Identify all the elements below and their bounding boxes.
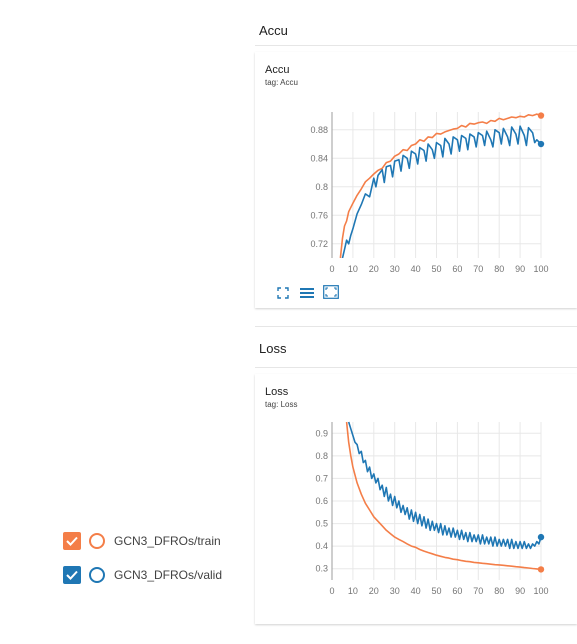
loss-section-title[interactable]: Loss [259,341,287,356]
series-line-0[interactable] [339,113,542,258]
loss-card-title: Loss [265,386,289,398]
x-tick-label: 0 [329,586,334,596]
toggle-log-icon[interactable] [299,286,315,300]
x-tick-label: 30 [390,586,400,596]
legend-item-valid[interactable]: GCN3_DFROs/valid [63,565,222,585]
x-tick-label: 0 [329,264,334,274]
legend-label-train: GCN3_DFROs/train [114,534,221,548]
y-tick-label: 0.4 [315,541,328,551]
y-tick-label: 0.88 [310,125,328,135]
x-tick-label: 60 [452,264,462,274]
legend-label-valid: GCN3_DFROs/valid [114,568,223,582]
x-tick-label: 20 [369,586,379,596]
x-tick-label: 10 [348,586,358,596]
x-tick-label: 20 [369,264,379,274]
accu-section-divider [255,45,577,46]
y-tick-label: 0.9 [315,428,328,438]
accu-card-tag: tag: Accu [265,78,298,87]
series-line-0[interactable] [345,421,542,571]
y-tick-label: 0.8 [315,182,328,192]
y-tick-label: 0.7 [315,473,328,483]
x-tick-label: 90 [515,264,525,274]
series-end-marker-0 [537,566,545,573]
x-tick-label: 60 [452,586,462,596]
x-tick-label: 100 [533,264,548,274]
check-icon [66,570,78,580]
gridlines [331,422,542,580]
x-tick-label: 10 [348,264,358,274]
series-end-marker-1 [537,533,545,541]
series-line-1[interactable] [341,125,542,258]
loss-card-tag: tag: Loss [265,400,298,409]
y-tick-label: 0.6 [315,496,328,506]
y-tick-label: 0.5 [315,519,328,529]
valid-series-circle-icon [89,567,105,583]
y-tick-label: 0.8 [315,451,328,461]
loss-chart[interactable]: 0 10 20 30 40 50 60 70 80 90 100 0.3 0.4 0.5 0.6 0.7 0.8… [255,414,577,644]
x-tick-label: 50 [431,586,441,596]
x-tick-label: 70 [473,586,483,596]
y-tick-label: 0.76 [310,210,328,220]
train-checkbox[interactable] [63,532,81,550]
series-line-1[interactable] [347,421,542,550]
series-end-marker-1 [537,140,545,148]
x-tick-label: 40 [411,264,421,274]
y-tick-label: 0.84 [310,153,328,163]
x-tick-label: 70 [473,264,483,274]
accu-section-title[interactable]: Accu [259,23,288,38]
legend-item-train[interactable]: GCN3_DFROs/train [63,531,221,551]
x-tick-label: 90 [515,586,525,596]
accu-chart-card: Accu tag: Accu 0 10 20 30 40 50 60 70 80 90 100 0.7… [255,52,577,308]
loss-section-divider [255,367,577,368]
loss-chart-card: Loss tag: Loss 0 10 20 30 40 50 60 70 80 90 100 0.3… [255,374,577,624]
x-tick-label: 50 [431,264,441,274]
check-icon [66,536,78,546]
x-tick-label: 80 [494,586,504,596]
series-end-marker-0 [537,112,545,119]
valid-checkbox[interactable] [63,566,81,584]
accu-chart[interactable]: 0 10 20 30 40 50 60 70 80 90 100 0.72 0.76 0.8 0.84 0.8… [255,92,577,322]
x-tick-label: 100 [533,586,548,596]
x-tick-label: 30 [390,264,400,274]
gridlines [331,112,542,258]
accu-card-title: Accu [265,64,290,76]
loss-section-top-divider [255,326,577,327]
x-tick-label: 40 [411,586,421,596]
y-tick-label: 0.3 [315,564,328,574]
fit-domain-icon[interactable] [275,286,291,300]
train-series-circle-icon [89,533,105,549]
expand-icon[interactable] [323,285,339,299]
y-tick-label: 0.72 [310,239,328,249]
x-tick-label: 80 [494,264,504,274]
